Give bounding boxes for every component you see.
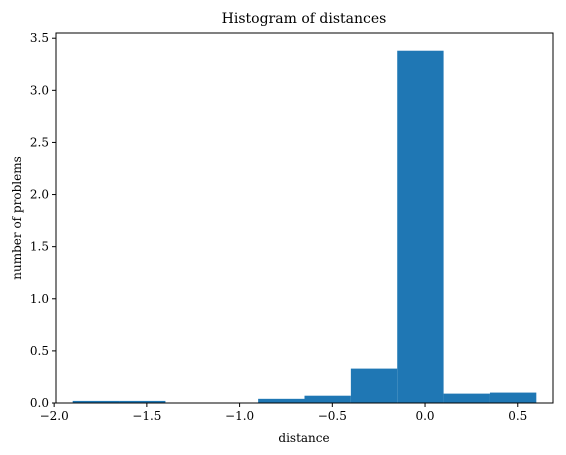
y-tick-label: 1.5 xyxy=(30,240,49,254)
histogram-bar xyxy=(258,398,305,403)
bars-group xyxy=(72,50,537,403)
plot-frame xyxy=(55,32,554,404)
histogram-bar xyxy=(397,50,444,403)
x-tick-label: −1.5 xyxy=(132,409,161,423)
histogram-bar xyxy=(489,392,537,403)
y-tick-label: 3.0 xyxy=(30,83,49,97)
x-tick-label: −2.0 xyxy=(40,409,69,423)
y-axis-label: number of problems xyxy=(10,156,24,279)
x-tick-label: 0.5 xyxy=(508,409,527,423)
x-axis-ticks: −2.0 −1.5 −1.0 −0.5 0.0 0.5 xyxy=(40,403,527,423)
y-tick-label: 3.5 xyxy=(30,31,49,45)
y-tick-label: 1.0 xyxy=(30,292,49,306)
chart-title: Histogram of distances xyxy=(222,11,387,27)
y-tick-label: 0.0 xyxy=(30,396,49,410)
histogram-bar xyxy=(72,400,120,403)
y-axis-ticks: 0.0 0.5 1.0 1.5 2.0 2.5 3.0 3.5 xyxy=(30,31,56,410)
x-tick-label: −1.0 xyxy=(225,409,254,423)
y-tick-label: 0.5 xyxy=(30,344,49,358)
y-tick-label: 2.5 xyxy=(30,135,49,149)
y-tick-label: 2.0 xyxy=(30,188,49,202)
histogram-bar xyxy=(350,368,398,403)
histogram-bar xyxy=(119,400,166,403)
x-axis-label: distance xyxy=(278,431,329,445)
histogram-bar xyxy=(443,393,490,403)
x-tick-label: −0.5 xyxy=(318,409,347,423)
x-tick-label: 0.0 xyxy=(415,409,434,423)
histogram-bar xyxy=(304,395,351,403)
